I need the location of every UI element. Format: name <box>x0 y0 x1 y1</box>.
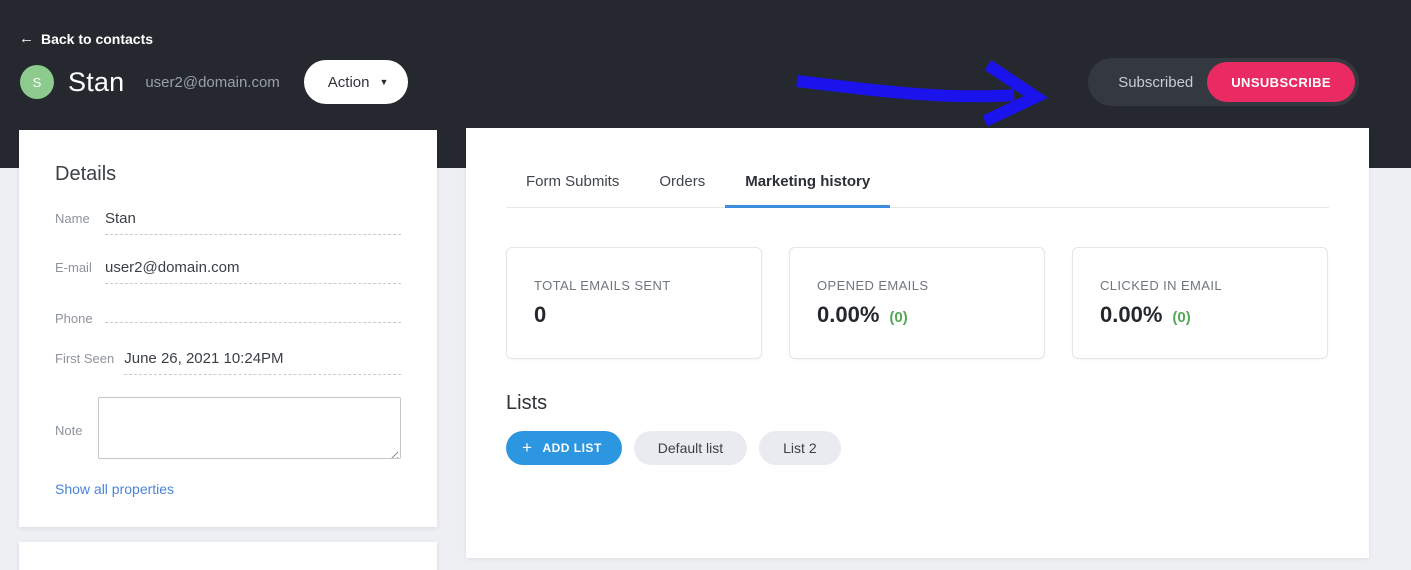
status-badge: Subscribed <box>1118 73 1194 91</box>
field-row-email: E-mail user2@domain.com <box>55 259 401 284</box>
tab-marketing-history[interactable]: Marketing history <box>725 173 891 208</box>
stat-card-total-emails-sent: TOTAL EMAILS SENT 0 <box>506 247 762 359</box>
chevron-down-icon: ▼ <box>379 77 389 87</box>
plus-icon: + <box>522 437 533 457</box>
field-label: Name <box>55 211 90 226</box>
stat-label: CLICKED IN EMAIL <box>1100 278 1222 293</box>
back-link-label: Back to contacts <box>41 30 154 47</box>
stat-count: (0) <box>1172 309 1191 326</box>
contact-name: Stan <box>68 66 125 97</box>
add-list-label: ADD LIST <box>542 441 602 455</box>
back-to-contacts-link[interactable]: ← Back to contacts <box>19 30 153 47</box>
field-label: First Seen <box>55 351 115 366</box>
list-pill-list-2[interactable]: List 2 <box>759 431 841 465</box>
lists-row: + ADD LIST Default list List 2 <box>506 431 1329 465</box>
avatar: S <box>20 65 54 99</box>
tab-bar: Form Submits Orders Marketing history <box>506 128 1329 208</box>
unsubscribe-button[interactable]: UNSUBSCRIBE <box>1207 62 1355 102</box>
email-field[interactable]: user2@domain.com <box>105 259 401 284</box>
note-wrap <box>98 397 401 464</box>
details-title: Details <box>55 163 117 185</box>
field-row-name: Name Stan <box>55 210 401 235</box>
contact-summary: S Stan user2@domain.com Action ▼ <box>20 58 409 106</box>
stats-row: TOTAL EMAILS SENT 0 OPENED EMAILS 0.00% … <box>506 247 1328 359</box>
lists-title: Lists <box>506 392 548 414</box>
note-row: Note <box>55 397 401 464</box>
stat-value: 0.00% <box>1100 302 1163 327</box>
stat-value: 0.00% <box>817 302 880 327</box>
back-arrow-icon: ← <box>19 30 34 47</box>
stat-value: 0 <box>534 302 547 327</box>
stat-card-opened-emails: OPENED EMAILS 0.00% (0) <box>789 247 1045 359</box>
stat-card-clicked-in-email: CLICKED IN EMAIL 0.00% (0) <box>1072 247 1328 359</box>
stat-label: OPENED EMAILS <box>817 278 929 293</box>
field-label: E-mail <box>55 260 92 275</box>
name-field[interactable]: Stan <box>105 210 401 235</box>
tab-form-submits[interactable]: Form Submits <box>526 173 620 190</box>
field-row-phone: Phone <box>55 308 401 326</box>
action-button-label: Action <box>327 73 370 91</box>
field-label: Phone <box>55 311 93 326</box>
tab-orders[interactable]: Orders <box>659 173 706 190</box>
main-panel: Form Submits Orders Marketing history TO… <box>466 128 1369 558</box>
contact-email: user2@domain.com <box>145 73 280 91</box>
note-textarea[interactable] <box>98 397 401 459</box>
action-button[interactable]: Action ▼ <box>303 60 409 104</box>
first-seen-field[interactable]: June 26, 2021 10:24PM <box>124 350 401 375</box>
details-card: Details Name Stan E-mail user2@domain.co… <box>19 130 437 527</box>
stat-count: (0) <box>889 309 908 326</box>
note-label: Note <box>55 423 83 438</box>
stat-label: TOTAL EMAILS SENT <box>534 278 671 293</box>
add-list-button[interactable]: + ADD LIST <box>506 431 622 465</box>
phone-field[interactable] <box>105 308 401 323</box>
show-all-properties-link[interactable]: Show all properties <box>55 481 175 497</box>
subscription-status-pill: Subscribed UNSUBSCRIBE <box>1088 58 1359 106</box>
field-row-first-seen: First Seen June 26, 2021 10:24PM <box>55 350 401 375</box>
list-pill-default-list[interactable]: Default list <box>633 431 748 465</box>
lower-left-card <box>19 542 437 570</box>
